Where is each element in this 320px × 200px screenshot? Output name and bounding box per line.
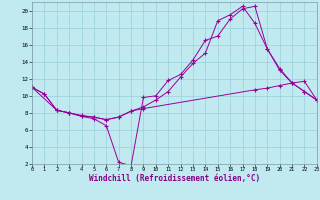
X-axis label: Windchill (Refroidissement éolien,°C): Windchill (Refroidissement éolien,°C)	[89, 174, 260, 183]
